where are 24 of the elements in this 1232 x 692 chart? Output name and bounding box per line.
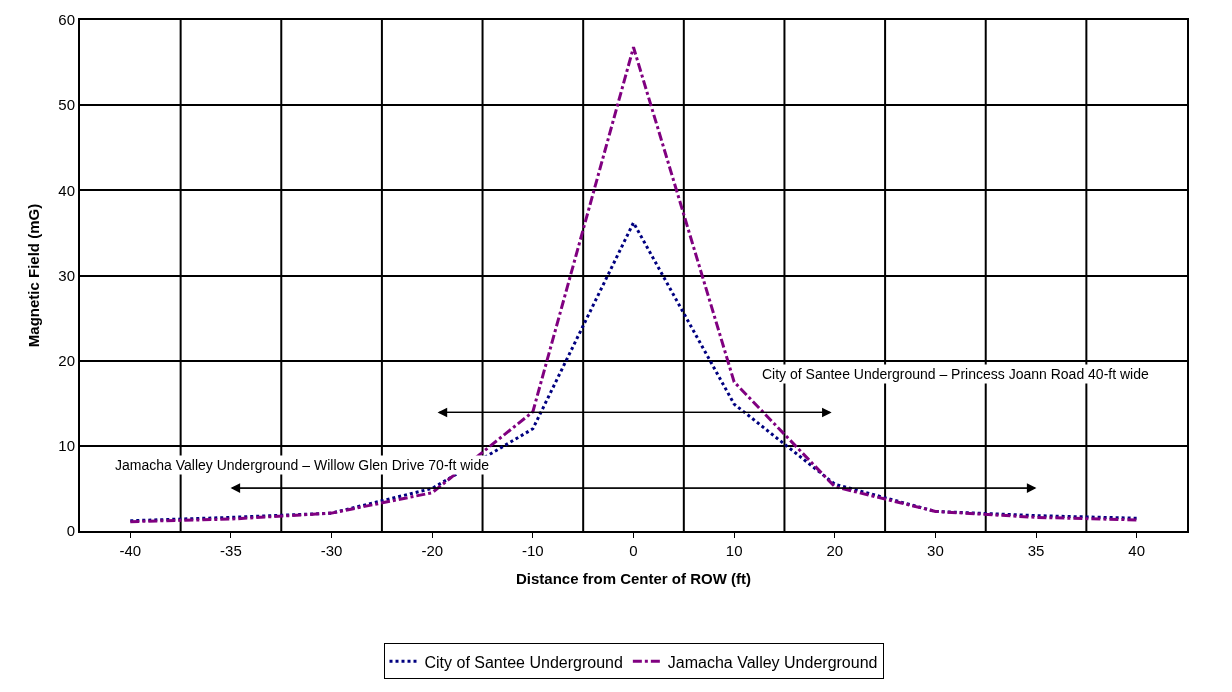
y-tick-label: 0 [66, 522, 75, 540]
y-tick-label: 20 [58, 351, 75, 369]
y-tick-label: 50 [58, 96, 75, 114]
annotation: Jamacha Valley Underground – Willow Glen Drive 70-ft wide [115, 457, 490, 473]
x-tick-label: 35 [1027, 542, 1045, 559]
x-tick-label: -10 [522, 542, 544, 559]
x-tick-label: 0 [629, 542, 638, 559]
x-tick-label: 20 [826, 542, 844, 559]
y-tick-label: 60 [58, 11, 75, 29]
x-tick-label: -40 [119, 542, 142, 559]
y-tick-label: 30 [58, 266, 75, 284]
annotation: City of Santee Underground – Princess Joann Road 40-ft wide [762, 366, 1149, 382]
x-tick-label: 40 [1128, 542, 1146, 559]
y-tick-label: 40 [58, 181, 75, 199]
y-axis-title: Magnetic Field (mG) [25, 203, 43, 348]
legend-label: Jamacha Valley Underground [667, 653, 878, 671]
legend-label: City of Santee Underground [424, 653, 623, 671]
x-tick-label: -30 [320, 542, 343, 559]
x-tick-label: 10 [725, 542, 743, 559]
x-tick-label: -20 [421, 542, 444, 559]
x-tick-label: 30 [927, 542, 944, 559]
y-tick-label: 10 [58, 437, 75, 455]
x-axis-title: Distance from Center of ROW (ft) [515, 569, 752, 587]
x-tick-label: -35 [220, 542, 242, 559]
